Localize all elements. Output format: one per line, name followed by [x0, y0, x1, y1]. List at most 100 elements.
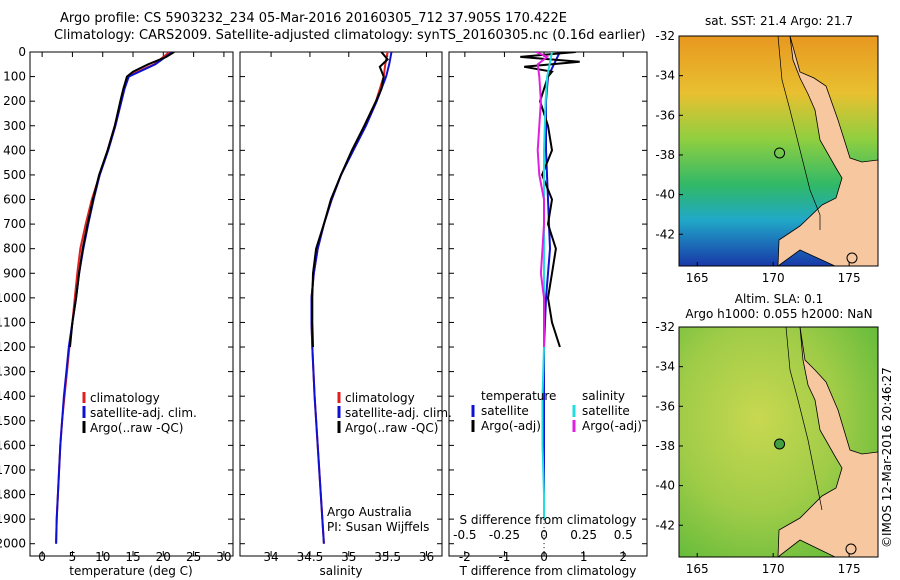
map-lat-tick: -34	[655, 69, 675, 83]
depth-tick-label: 700	[3, 217, 26, 231]
s-difference-axis-label: S difference from climatology	[460, 513, 637, 527]
series-line-satellite	[541, 52, 553, 520]
map-lat-tick: -40	[655, 479, 675, 493]
sla-map-title: Altim. SLA: 0.1	[735, 292, 823, 306]
x-tick-label: -2	[459, 550, 471, 564]
x-tick-label: 15	[125, 550, 140, 564]
temperature-tick-labels: 0 5 10 15 20 25 30	[38, 52, 232, 564]
map-lon-tick: 165	[686, 562, 709, 576]
x2-tick-label: 0.5	[614, 528, 633, 542]
depth-tick-label: 400	[3, 143, 26, 157]
figure-subtitle: Climatology: CARS2009. Satellite-adjuste…	[54, 28, 646, 43]
legend-label-climatology: climatology	[90, 391, 160, 405]
x-tick-label: 0	[540, 550, 548, 564]
land-mass	[777, 36, 878, 266]
series-line-satellite-adj-clim-	[310, 52, 393, 544]
x-tick-label: 2	[619, 550, 627, 564]
series-line-argo-raw-qc-	[311, 52, 389, 348]
difference-series	[520, 52, 580, 520]
x-tick-label: 35	[341, 550, 356, 564]
temperature-axis-label: temperature (deg C)	[69, 564, 192, 578]
imos-timestamp: ©IMOS 12-Mar-2016 20:46:27	[880, 367, 894, 548]
map-lon-tick: 175	[838, 562, 861, 576]
salinity-series	[310, 52, 393, 544]
series-line-argo-adj-	[520, 52, 580, 348]
secondary-marker	[845, 543, 857, 555]
x-tick-label: 35.5	[374, 550, 401, 564]
salinity-axes-frame	[239, 51, 443, 557]
sla-map-frame	[678, 326, 879, 558]
x-tick-label: 20	[156, 550, 171, 564]
map-lon-tick: 170	[762, 562, 785, 576]
sla-map-subtitle: Argo h1000: 0.055 h2000: NaN	[685, 307, 872, 321]
legend-label-s-argo: Argo(-adj)	[582, 419, 642, 433]
legend-label-argo: Argo(..raw -QC)	[345, 421, 438, 435]
x-tick-label: 30	[216, 550, 231, 564]
depth-tick-label: 100	[3, 70, 26, 84]
legend-label-t-argo: Argo(-adj)	[481, 419, 541, 433]
depth-tick-label: 2000	[0, 537, 26, 551]
isobath-line	[785, 327, 823, 511]
depth-tick-label: 1900	[0, 512, 26, 526]
s-difference-tick-labels: -0.5 -0.25 0 0.25 0.5	[453, 528, 633, 542]
depth-tick-label: 1800	[0, 488, 26, 502]
series-line-climatology	[55, 52, 171, 544]
x2-tick-label: -0.5	[453, 528, 476, 542]
x2-tick-label: 0	[540, 528, 548, 542]
depth-tick-label: 300	[3, 119, 26, 133]
x-tick-label: 25	[186, 550, 201, 564]
series-line-argo-adj-	[535, 52, 550, 347]
depth-tick-label: 1200	[0, 340, 26, 354]
series-line-argo-raw-qc-	[69, 52, 175, 348]
map-lat-tick: -38	[655, 148, 675, 162]
depth-tick-label: 1000	[0, 291, 26, 305]
isobath-line	[777, 36, 821, 230]
x-tick-label: 1	[580, 550, 588, 564]
map-lat-tick: -36	[655, 399, 675, 413]
salinity-axis-label: salinity	[319, 564, 362, 578]
sst-map: sat. SST: 21.4 Argo: 21.7 165 170 175 -32 -3…	[655, 14, 879, 285]
legend-label-satellite: satellite-adj. clim.	[345, 406, 452, 420]
argo-float-marker	[774, 438, 786, 450]
x-tick-label: 36	[419, 550, 434, 564]
credit-line-2: PI: Susan Wijffels	[327, 520, 429, 534]
salinity-legend: climatology satellite-adj. clim. Argo(..…	[327, 391, 452, 534]
legend-header-temperature: temperature	[481, 389, 556, 403]
argo-float-marker	[774, 147, 786, 159]
x-tick-label: -1	[498, 550, 510, 564]
depth-tick-label: 200	[3, 94, 26, 108]
x-tick-label: 0	[38, 550, 46, 564]
depth-tick-label: 1400	[0, 389, 26, 403]
temperature-axes-frame	[29, 51, 234, 557]
depth-tick-label: 900	[3, 266, 26, 280]
map-lon-tick: 165	[686, 271, 709, 285]
map-lat-tick: -40	[655, 188, 675, 202]
sst-map-tick-labels: 165 170 175 -32 -34 -36 -38 -40 -42	[655, 29, 860, 285]
map-lat-tick: -42	[655, 518, 675, 532]
map-lat-tick: -32	[655, 29, 675, 43]
t-difference-axis-label: T difference from climatology	[459, 564, 637, 578]
map-lat-tick: -38	[655, 439, 675, 453]
legend-label-satellite: satellite-adj. clim.	[90, 406, 197, 420]
depth-tick-label: 1700	[0, 463, 26, 477]
depth-tick-label: 800	[3, 242, 26, 256]
difference-axes-frame	[448, 51, 648, 557]
legend-header-salinity: salinity	[582, 389, 625, 403]
salinity-tick-labels: 34 34.5 35 35.5 36	[263, 52, 434, 564]
depth-tick-label: 1600	[0, 438, 26, 452]
depth-tick-label: 1100	[0, 315, 26, 329]
sst-map-title: sat. SST: 21.4 Argo: 21.7	[705, 14, 853, 28]
x-tick-label: 5	[69, 550, 77, 564]
temperature-series	[55, 52, 175, 544]
depth-tick-labels: 0 100 200 300 400 500 600 700 800 900 1000 1100 1200…	[0, 45, 647, 551]
secondary-marker	[846, 252, 858, 264]
difference-legend: temperature salinity satellite Argo(-adj…	[471, 389, 642, 433]
x-tick-label: 34.5	[297, 550, 324, 564]
legend-label-t-satellite: satellite	[481, 404, 529, 418]
map-lat-tick: -42	[655, 227, 675, 241]
temperature-legend: climatology satellite-adj. clim. Argo(..…	[82, 391, 197, 435]
x2-tick-label: 0.25	[570, 528, 597, 542]
legend-label-s-satellite: satellite	[582, 404, 630, 418]
legend-label-climatology: climatology	[345, 391, 415, 405]
